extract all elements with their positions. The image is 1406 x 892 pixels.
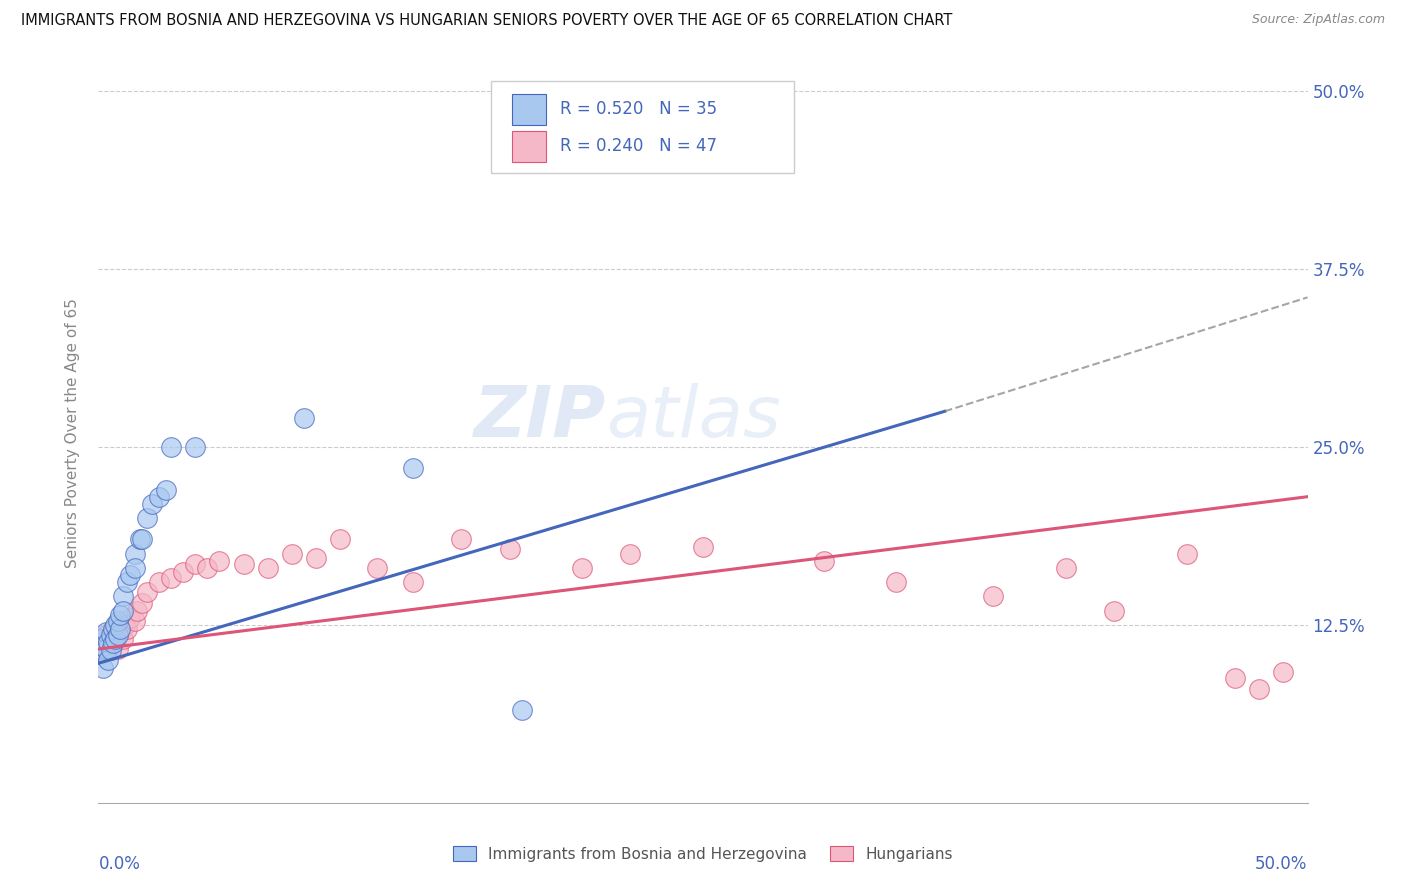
Point [101, 636, 124, 650]
Text: 50.0%: 50.0% [1256, 855, 1308, 872]
Point [281, 547, 304, 561]
Point [108, 607, 131, 622]
Point [160, 440, 183, 454]
Point [111, 632, 134, 646]
Point [232, 557, 254, 571]
Point [450, 533, 472, 547]
Point [195, 561, 218, 575]
Point [114, 617, 136, 632]
Point [305, 550, 328, 565]
Point [813, 554, 835, 568]
Point [100, 632, 122, 646]
Point [108, 622, 131, 636]
Point [131, 597, 153, 611]
Point [100, 628, 122, 642]
Point [108, 624, 131, 639]
Point [172, 565, 194, 579]
Point [292, 411, 315, 425]
Point [366, 561, 388, 575]
Point [118, 610, 141, 624]
Point [135, 585, 157, 599]
Point [94, 628, 117, 642]
Point [107, 642, 129, 657]
Text: 0.0%: 0.0% [98, 855, 141, 872]
Point [208, 554, 231, 568]
Point [91, 636, 114, 650]
Legend: Immigrants from Bosnia and Herzegovina, Hungarians: Immigrants from Bosnia and Herzegovina, … [446, 838, 960, 869]
Point [1054, 561, 1077, 575]
Point [571, 561, 593, 575]
Point [124, 614, 146, 628]
Point [692, 540, 714, 554]
Point [981, 590, 1004, 604]
Point [90, 632, 112, 646]
FancyBboxPatch shape [492, 81, 793, 173]
Point [127, 604, 149, 618]
Point [91, 646, 114, 660]
Point [124, 547, 146, 561]
Text: IMMIGRANTS FROM BOSNIA AND HERZEGOVINA VS HUNGARIAN SENIORS POVERTY OVER THE AGE: IMMIGRANTS FROM BOSNIA AND HERZEGOVINA V… [21, 13, 952, 29]
Point [148, 490, 170, 504]
Point [124, 561, 146, 575]
Point [90, 632, 112, 646]
Point [90, 646, 112, 660]
Point [117, 622, 139, 636]
Point [1175, 547, 1198, 561]
Point [94, 639, 117, 653]
Point [107, 628, 129, 642]
Point [91, 639, 114, 653]
Point [111, 604, 134, 618]
Text: Source: ZipAtlas.com: Source: ZipAtlas.com [1251, 13, 1385, 27]
Point [141, 497, 163, 511]
Point [1249, 681, 1271, 696]
Point [107, 614, 129, 628]
Point [1102, 604, 1125, 618]
Point [111, 590, 134, 604]
Text: R = 0.520   N = 35: R = 0.520 N = 35 [561, 100, 717, 118]
Point [94, 624, 117, 639]
Point [498, 542, 520, 557]
Point [510, 703, 533, 717]
Point [101, 622, 124, 636]
Point [155, 483, 177, 497]
Point [118, 568, 141, 582]
Point [131, 533, 153, 547]
Bar [512, 95, 546, 126]
Point [128, 533, 150, 547]
Point [104, 628, 127, 642]
Text: ZIP: ZIP [474, 384, 606, 452]
Point [886, 575, 908, 590]
Point [1272, 665, 1295, 679]
Point [91, 660, 114, 674]
Point [184, 557, 207, 571]
Text: R = 0.240   N = 47: R = 0.240 N = 47 [561, 137, 717, 155]
Point [97, 642, 120, 657]
Point [135, 511, 157, 525]
Point [94, 642, 117, 657]
Point [101, 636, 124, 650]
Point [117, 575, 139, 590]
Point [1223, 671, 1246, 685]
Point [402, 461, 425, 475]
Point [100, 643, 122, 657]
Point [148, 575, 170, 590]
Point [184, 440, 207, 454]
Point [104, 617, 127, 632]
Text: atlas: atlas [606, 384, 780, 452]
Point [97, 653, 120, 667]
Point [329, 533, 352, 547]
Point [619, 547, 641, 561]
Point [160, 571, 183, 585]
Y-axis label: Seniors Poverty Over the Age of 65: Seniors Poverty Over the Age of 65 [65, 298, 80, 567]
Point [97, 635, 120, 649]
Bar [512, 131, 546, 162]
Point [402, 575, 425, 590]
Point [90, 642, 112, 657]
Point [104, 632, 127, 646]
Point [256, 561, 278, 575]
